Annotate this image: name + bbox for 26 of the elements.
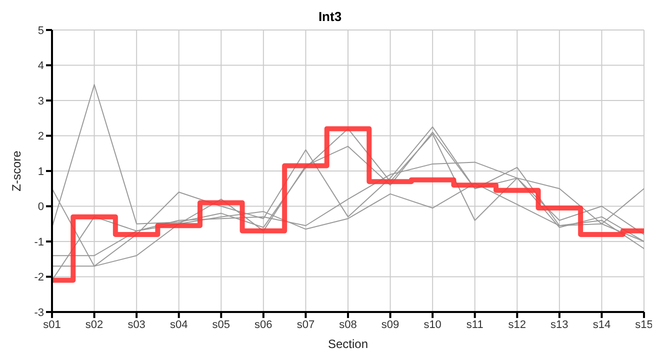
y-tick-label: 3 bbox=[38, 95, 44, 108]
x-tick-label: s07 bbox=[296, 318, 315, 331]
x-tick-label: s10 bbox=[424, 318, 442, 331]
y-tick-label: 2 bbox=[38, 130, 44, 143]
x-tick-label: s11 bbox=[466, 318, 484, 331]
y-tick-label: 1 bbox=[38, 166, 44, 178]
x-tick-label: s12 bbox=[508, 318, 526, 331]
x-tick-label: s05 bbox=[212, 318, 230, 331]
y-tick-label: 0 bbox=[38, 201, 44, 214]
y-axis-title: Z-score bbox=[9, 150, 24, 192]
x-tick-label: s02 bbox=[85, 318, 104, 331]
x-tick-label: s01 bbox=[43, 318, 61, 331]
x-tick-label: s03 bbox=[128, 318, 146, 331]
y-tick-label: -1 bbox=[34, 236, 44, 248]
chart-title: Int3 bbox=[317, 8, 343, 26]
y-tick-label: -2 bbox=[34, 272, 44, 284]
y-tick-label: 5 bbox=[38, 24, 44, 37]
x-tick-label: s09 bbox=[381, 318, 400, 331]
x-tick-label: s14 bbox=[592, 318, 611, 331]
x-tick-label: s08 bbox=[339, 318, 357, 331]
x-axis-title: Section bbox=[328, 337, 368, 351]
y-tick-label: -3 bbox=[34, 306, 44, 319]
x-tick-label: s04 bbox=[170, 318, 188, 331]
x-tick-label: s06 bbox=[254, 318, 272, 331]
y-tick-label: 4 bbox=[38, 60, 44, 72]
x-tick-label: s13 bbox=[550, 318, 568, 331]
